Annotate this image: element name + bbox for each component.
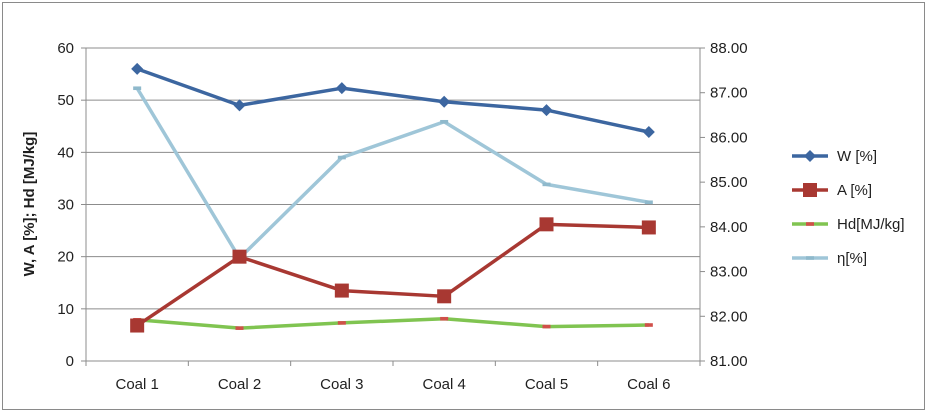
series-line <box>135 87 650 260</box>
data-point <box>233 99 246 112</box>
series-line <box>136 222 649 327</box>
x-tick-label: Coal 4 <box>422 376 465 393</box>
x-tick-label: Coal 2 <box>218 376 261 393</box>
legend-label: η[%] <box>837 250 867 267</box>
x-tick-label: Coal 3 <box>320 376 363 393</box>
legend-item: W [%] <box>792 148 877 165</box>
right-tick-label: 81.00 <box>710 353 748 370</box>
x-tick-label: Coal 1 <box>115 376 158 393</box>
legend-label: A [%] <box>837 182 872 199</box>
legend: W [%] A [%] Hd[MJ/kg] η[%] <box>792 148 905 267</box>
right-tick-label: 88.00 <box>710 40 748 57</box>
left-tick-label: 40 <box>57 144 74 161</box>
data-point <box>644 323 653 327</box>
series-0 <box>131 62 655 138</box>
data-point <box>642 125 655 138</box>
legend-label: Hd[MJ/kg] <box>837 216 905 233</box>
data-point <box>641 220 656 235</box>
data-point <box>440 119 449 124</box>
data-point <box>337 155 346 160</box>
data-point <box>235 326 244 330</box>
right-tick-label: 85.00 <box>710 174 748 191</box>
data-point <box>131 62 144 75</box>
left-tick-label: 0 <box>66 353 74 370</box>
right-tick-label: 82.00 <box>710 308 748 325</box>
data-point <box>232 249 247 264</box>
x-axis-ticks: Coal 1 Coal 2 Coal 3 Coal 4 Coal 5 Coal 6 <box>85 361 701 393</box>
x-tick-label: Coal 6 <box>627 376 670 393</box>
legend-item: η[%] <box>792 250 867 267</box>
data-point <box>644 200 653 205</box>
data-point <box>334 283 349 298</box>
legend-marker <box>804 150 816 162</box>
right-tick-label: 84.00 <box>710 219 748 236</box>
right-tick-label: 86.00 <box>710 129 748 146</box>
data-point <box>130 318 145 333</box>
data-point <box>133 86 142 91</box>
legend-marker <box>806 222 814 226</box>
series-line <box>137 316 649 330</box>
left-tick-label: 30 <box>57 197 74 214</box>
right-tick-label: 83.00 <box>710 264 748 281</box>
series-3 <box>133 86 653 260</box>
left-axis-ticks: 0 10 20 30 40 50 60 <box>57 40 86 370</box>
series-2 <box>133 316 653 330</box>
data-point <box>438 95 451 108</box>
data-point <box>437 289 452 304</box>
left-tick-label: 60 <box>57 40 74 57</box>
legend-item: A [%] <box>792 182 872 199</box>
x-tick-label: Coal 5 <box>525 376 568 393</box>
data-point <box>337 321 346 325</box>
series-1 <box>130 217 656 333</box>
left-tick-label: 10 <box>57 301 74 318</box>
data-point <box>542 182 551 187</box>
y-axis-title: W, A [%]; Hd [MJ/kg] <box>21 132 38 277</box>
legend-label: W [%] <box>837 148 877 165</box>
series-group <box>130 62 656 333</box>
gridlines <box>86 47 700 310</box>
right-tick-label: 87.00 <box>710 85 748 102</box>
data-point <box>440 316 449 321</box>
data-point <box>542 324 551 329</box>
series-line <box>136 67 650 134</box>
data-point <box>540 104 553 117</box>
left-tick-label: 20 <box>57 249 74 266</box>
left-tick-label: 50 <box>57 92 74 109</box>
legend-item: Hd[MJ/kg] <box>792 216 905 233</box>
right-axis-ticks: 81.00 82.00 83.00 84.00 85.00 86.00 87.00 88.00 <box>700 40 748 370</box>
legend-marker <box>803 183 817 197</box>
data-point <box>335 82 348 95</box>
data-point <box>539 217 554 232</box>
legend-marker <box>806 256 814 260</box>
